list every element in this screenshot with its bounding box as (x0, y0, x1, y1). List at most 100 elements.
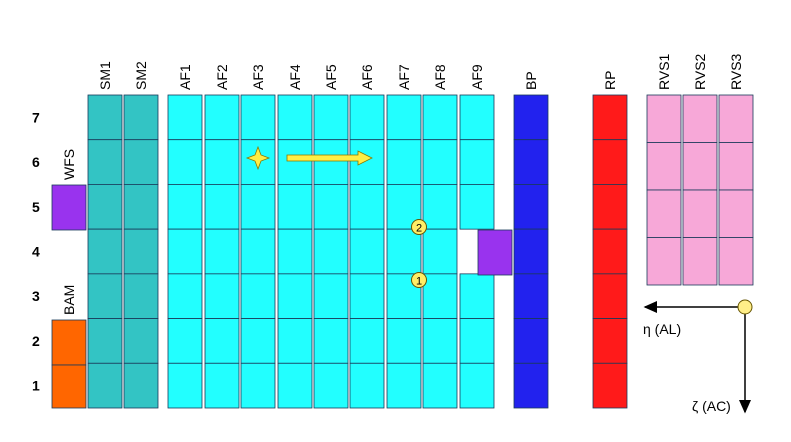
ccd (313, 362, 349, 409)
ccd (240, 362, 276, 409)
ccd (386, 94, 422, 141)
column-label: AF2 (214, 64, 230, 90)
ccd (123, 228, 159, 275)
ccd (646, 94, 682, 143)
row-label: 7 (32, 109, 40, 125)
column-label: RVS1 (656, 53, 672, 90)
ccd (513, 318, 549, 364)
ccd (277, 184, 313, 230)
ccd (87, 139, 123, 185)
ccd (718, 94, 754, 143)
ccd (422, 273, 458, 319)
ccd (349, 362, 385, 409)
ccd (718, 142, 754, 191)
ccd (349, 273, 385, 319)
ccd (646, 237, 682, 286)
ccd (87, 273, 123, 319)
wfs-ccd (477, 229, 513, 276)
ccd (459, 139, 495, 185)
ccd (386, 362, 422, 409)
ccd (167, 362, 203, 409)
ccd (204, 139, 240, 185)
ccd (422, 184, 458, 230)
scan-arrow (286, 150, 373, 166)
ccd (240, 228, 276, 275)
ccd (204, 362, 240, 409)
ccd (682, 94, 718, 143)
row-label: 1 (32, 378, 40, 394)
ccd (513, 139, 549, 185)
ccd (349, 139, 385, 185)
ccd (167, 184, 203, 230)
ccd (682, 142, 718, 191)
ccd (459, 273, 495, 319)
ccd (87, 318, 123, 364)
ccd (682, 189, 718, 238)
ccd (123, 94, 159, 141)
column-label: AF1 (177, 64, 193, 90)
ccd (592, 318, 628, 364)
ccd (123, 184, 159, 230)
ccd (422, 139, 458, 185)
column-label: RVS2 (692, 53, 708, 90)
ccd (167, 228, 203, 275)
ccd (87, 228, 123, 275)
ccd (204, 94, 240, 141)
ccd (349, 94, 385, 141)
ccd (422, 318, 458, 364)
marker-circle (411, 219, 427, 235)
ccd (87, 94, 123, 141)
ccd (123, 318, 159, 364)
ccd (204, 184, 240, 230)
column-label: AF9 (469, 64, 485, 90)
ccd (513, 273, 549, 319)
al-label: η (AL) (643, 321, 681, 337)
ccd (240, 94, 276, 141)
ccd (422, 94, 458, 141)
ccd (277, 94, 313, 141)
ccd (277, 362, 313, 409)
ccd (313, 318, 349, 364)
bam-ccd (51, 319, 87, 366)
ccd (240, 318, 276, 364)
ccd (592, 94, 628, 141)
column-label: RP (602, 71, 618, 90)
row-label: 3 (32, 288, 40, 304)
ccd (204, 318, 240, 364)
ccd (240, 273, 276, 319)
ccd (646, 189, 682, 238)
marker-circle (411, 272, 427, 288)
ccd (87, 184, 123, 230)
ccd-grid (87, 94, 754, 409)
ccd (313, 94, 349, 141)
wfs-ccd (51, 184, 87, 231)
ccd (513, 362, 549, 409)
ccd (718, 189, 754, 238)
ccd (204, 228, 240, 275)
ccd (592, 139, 628, 185)
column-label: SM1 (97, 61, 113, 90)
ccd (646, 142, 682, 191)
ccd (313, 228, 349, 275)
ccd (277, 318, 313, 364)
ccd (386, 228, 422, 275)
column-label: RVS3 (728, 53, 744, 90)
ccd (277, 139, 313, 185)
ccd (167, 273, 203, 319)
column-label: SM2 (133, 61, 149, 90)
row-label: 6 (32, 154, 40, 170)
bam-ccd (51, 364, 87, 409)
ccd (386, 318, 422, 364)
ccd (123, 273, 159, 319)
row-label: 5 (32, 199, 40, 215)
ccd (386, 139, 422, 185)
column-label: AF3 (250, 64, 266, 90)
ccd (592, 362, 628, 409)
ccd (592, 184, 628, 230)
ccd (349, 184, 385, 230)
ccd (459, 184, 495, 230)
ccd (592, 228, 628, 275)
ccd (277, 228, 313, 275)
ccd (513, 228, 549, 275)
marker-label: 2 (416, 223, 422, 235)
